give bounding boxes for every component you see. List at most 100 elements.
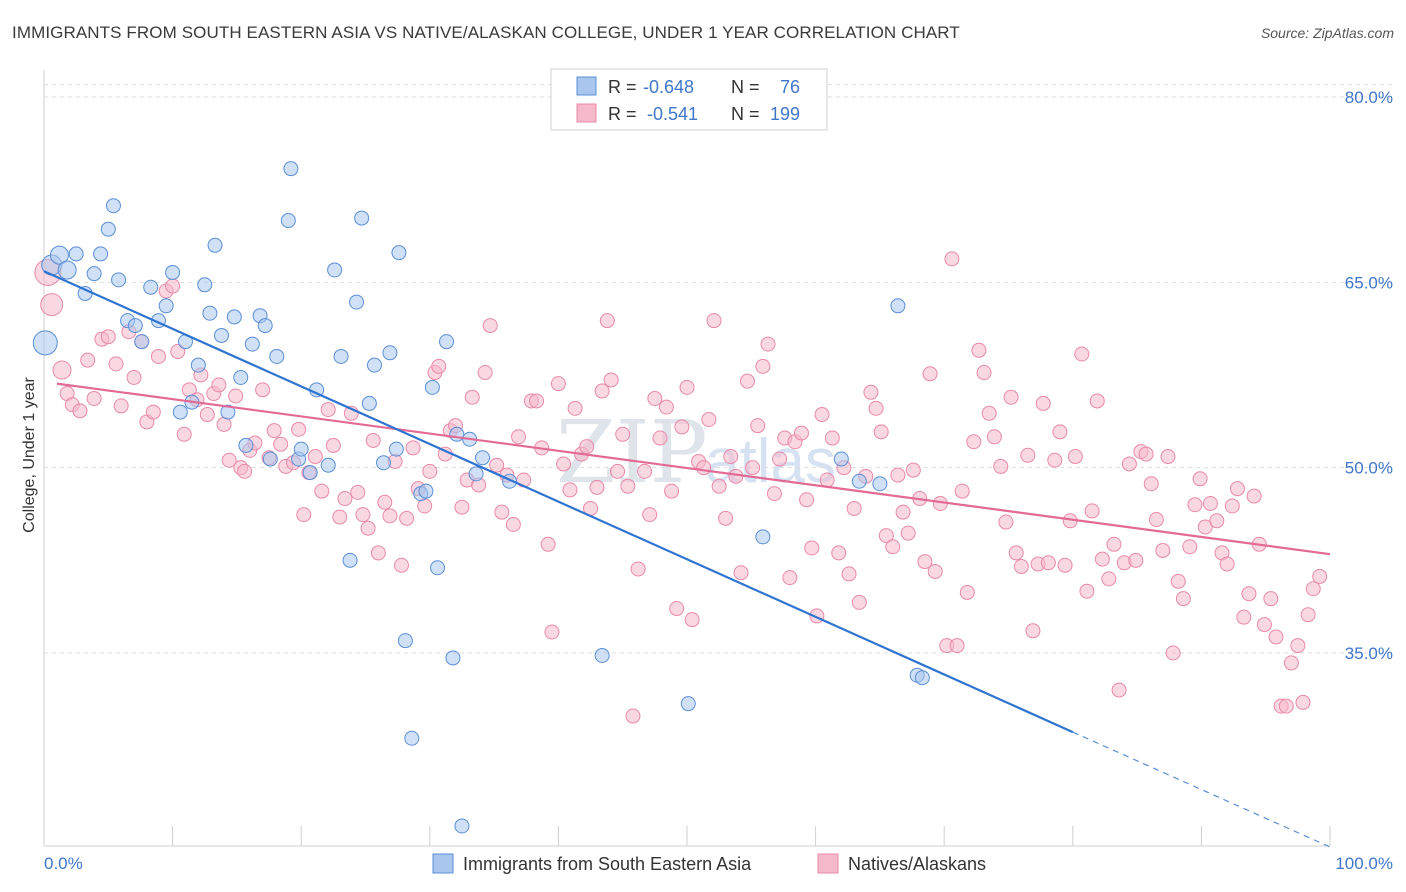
stats-swatch-blue — [576, 76, 597, 96]
natives-alaskans-point — [1008, 545, 1024, 561]
natives-alaskans-point — [772, 451, 788, 467]
natives-alaskans-point — [100, 329, 116, 345]
natives-alaskans-point — [1094, 551, 1110, 567]
immigrants-sea-point — [914, 670, 930, 686]
stats-box: R = -0.648 N = 76 R = -0.541 N = 199 — [550, 68, 828, 131]
immigrants-sea-point — [397, 633, 413, 649]
immigrants-sea-trendline — [43, 270, 1074, 734]
immigrants-sea-point — [233, 369, 249, 385]
immigrants-sea-point — [302, 465, 318, 481]
immigrants-sea-point — [445, 650, 461, 666]
natives-alaskans-point — [1202, 495, 1218, 511]
immigrants-sea-point — [202, 305, 218, 321]
natives-alaskans-point — [221, 452, 237, 468]
immigrants-sea-point — [86, 266, 102, 282]
immigrants-sea-point — [327, 262, 343, 278]
immigrants-sea-point — [468, 466, 484, 482]
natives-alaskans-point — [1128, 552, 1144, 568]
stats-n-value-blue: 76 — [780, 77, 800, 97]
natives-alaskans-point — [620, 478, 636, 494]
natives-alaskans-point — [706, 313, 722, 329]
natives-alaskans-point — [637, 463, 653, 479]
natives-alaskans-point — [314, 483, 330, 499]
natives-alaskans-point — [529, 393, 545, 409]
natives-alaskans-point — [760, 336, 776, 352]
natives-alaskans-point — [718, 510, 734, 526]
immigrants-sea-point — [190, 357, 206, 373]
natives-alaskans-point — [1263, 591, 1279, 607]
natives-alaskans-point — [1111, 682, 1127, 698]
natives-alaskans-point — [878, 528, 894, 544]
natives-alaskans-point — [145, 404, 161, 420]
natives-alaskans-point — [1175, 591, 1191, 607]
natives-alaskans-point — [1155, 542, 1171, 558]
immigrants-sea-point — [49, 245, 69, 265]
immigrants-sea-point — [226, 309, 242, 325]
immigrants-sea-point — [391, 245, 407, 261]
y-tick-label: 35.0% — [1345, 644, 1393, 663]
natives-alaskans-point — [1197, 519, 1213, 535]
natives-alaskans-point — [664, 483, 680, 499]
immigrants-sea-point — [238, 437, 254, 453]
immigrants-sea-point — [454, 818, 470, 834]
y-axis-title: College, Under 1 year — [21, 377, 38, 533]
natives-alaskans-point — [464, 389, 480, 405]
immigrants-sea-point — [57, 260, 77, 280]
natives-alaskans-point — [1057, 557, 1073, 573]
natives-alaskans-point — [562, 482, 578, 498]
natives-alaskans-point — [998, 514, 1014, 530]
natives-alaskans-point — [477, 365, 493, 381]
natives-alaskans-point — [1312, 568, 1328, 584]
natives-alaskans-point — [745, 460, 761, 476]
immigrants-sea-point — [755, 529, 771, 545]
natives-alaskans-point — [307, 449, 323, 465]
natives-alaskans-trendline — [56, 382, 1331, 556]
chart-title: IMMIGRANTS FROM SOUTH EASTERN ASIA VS NA… — [12, 23, 960, 42]
natives-alaskans-point — [108, 356, 124, 372]
immigrants-sea-point — [430, 560, 446, 576]
immigrants-sea-point — [197, 277, 213, 293]
x-tick-label-max: 100.0% — [1335, 854, 1393, 873]
natives-alaskans-point — [556, 456, 572, 472]
immigrants-sea-points — [32, 161, 930, 834]
natives-alaskans-point — [199, 407, 215, 423]
stats-r-label-pink: R = — [608, 104, 637, 124]
natives-alaskans-point — [966, 434, 982, 450]
natives-alaskans-point — [674, 419, 690, 435]
x-axis-ticks — [43, 826, 1331, 846]
immigrants-sea-point — [257, 318, 273, 334]
immigrants-sea-point — [93, 246, 109, 262]
natives-alaskans-point — [895, 504, 911, 520]
immigrants-sea-point — [143, 279, 159, 295]
immigrants-sea-point — [594, 647, 610, 663]
natives-alaskans-point — [868, 400, 884, 416]
natives-alaskans-point — [1300, 607, 1316, 623]
immigrants-sea-point — [293, 441, 309, 457]
natives-alaskans-point — [405, 440, 421, 456]
natives-alaskans-point — [1013, 559, 1029, 575]
natives-alaskans-point — [355, 507, 371, 523]
immigrants-sea-point — [449, 426, 465, 442]
legend-label-immigrants: Immigrants from South Eastern Asia — [463, 854, 752, 874]
natives-alaskans-point — [1121, 456, 1137, 472]
natives-alaskans-point — [944, 251, 960, 267]
natives-alaskans-point — [971, 342, 987, 358]
natives-alaskans-point — [841, 566, 857, 582]
natives-alaskans-point — [831, 545, 847, 561]
stats-r-value-pink: -0.541 — [647, 104, 698, 124]
natives-alaskans-point — [652, 430, 668, 446]
natives-alaskans-point — [1025, 623, 1041, 639]
natives-alaskans-point — [1089, 393, 1105, 409]
natives-alaskans-point — [900, 525, 916, 541]
natives-alaskans-point — [399, 510, 415, 526]
immigrants-sea-point — [244, 336, 260, 352]
natives-alaskans-point — [927, 563, 943, 579]
natives-alaskans-point — [885, 539, 901, 555]
natives-alaskans-point — [1283, 655, 1299, 671]
natives-alaskans-point — [1236, 609, 1252, 625]
immigrants-sea-point — [475, 450, 491, 466]
natives-alaskans-point — [337, 491, 353, 507]
natives-alaskans-point — [228, 388, 244, 404]
natives-alaskans-point — [922, 366, 938, 382]
natives-alaskans-point — [126, 369, 142, 385]
